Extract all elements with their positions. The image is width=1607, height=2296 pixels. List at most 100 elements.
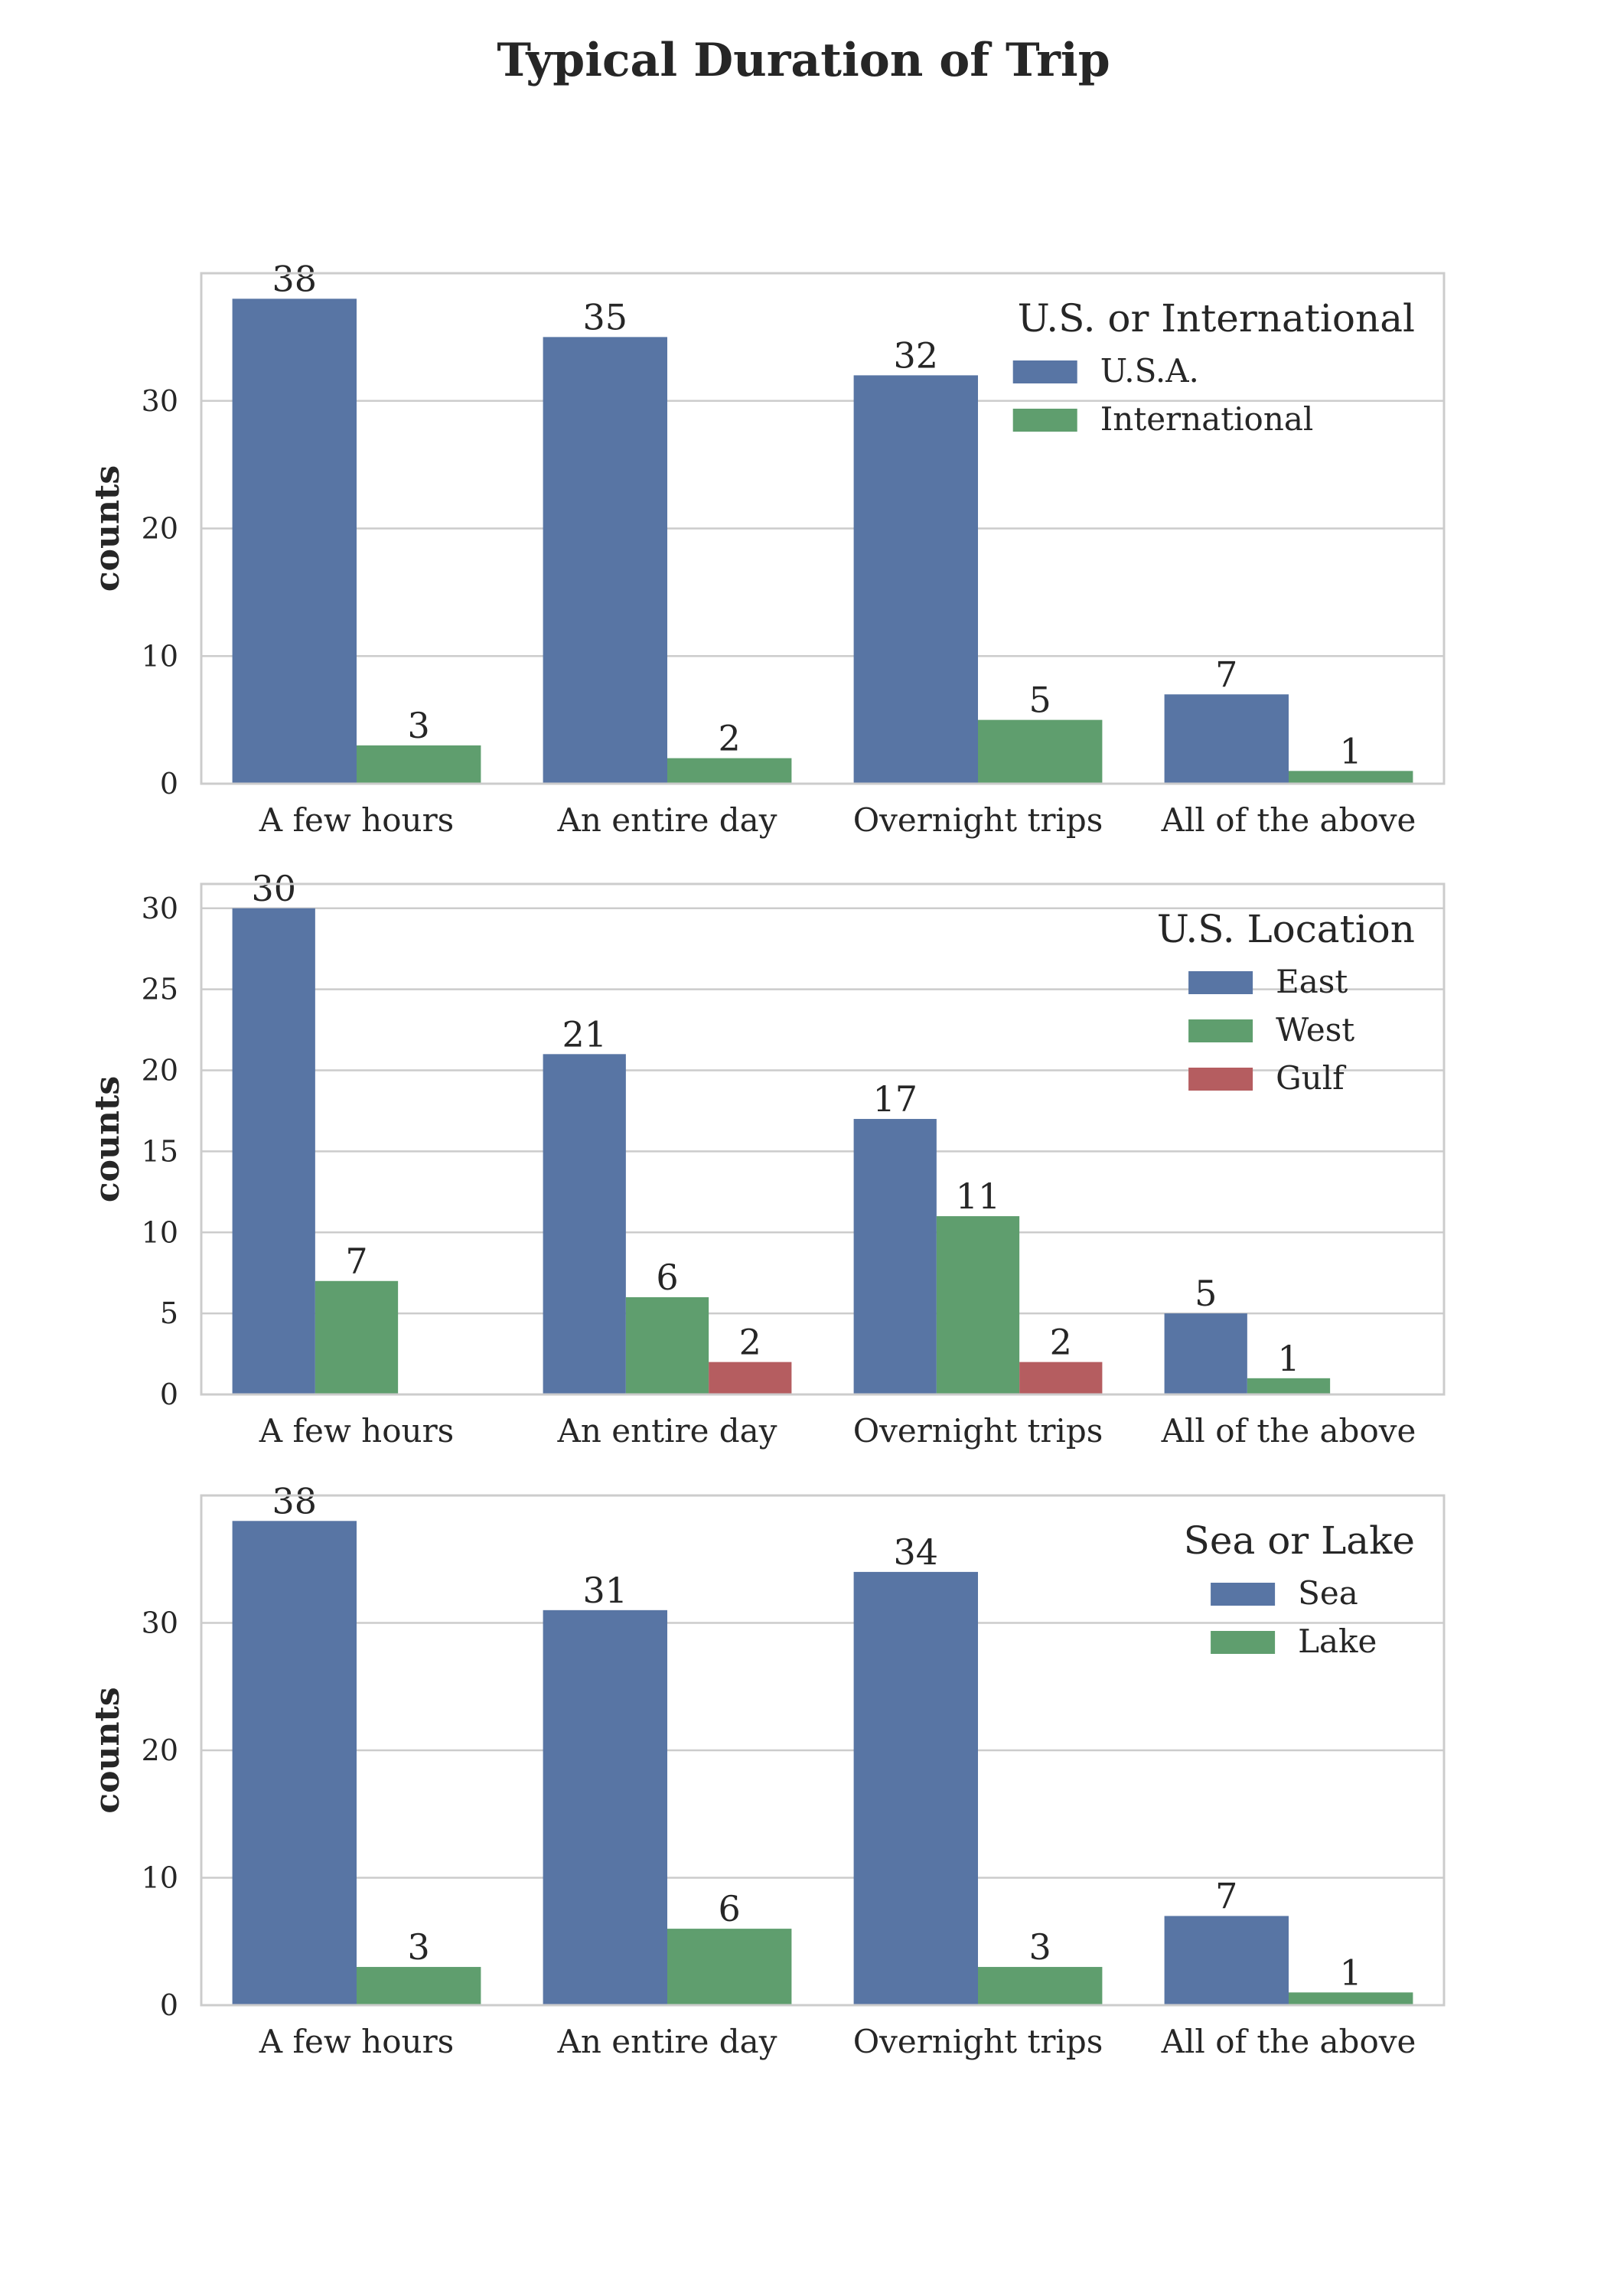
y-tick-label: 30	[142, 384, 178, 418]
x-tick-label: An entire day	[557, 2023, 777, 2060]
legend-entry-label: West	[1276, 1011, 1354, 1049]
y-tick-label: 10	[142, 639, 178, 673]
bar	[232, 298, 357, 784]
legend: Sea or Lake Sea Lake	[1184, 1518, 1415, 1660]
y-tick-label: 20	[142, 1054, 178, 1088]
bar-value-label: 6	[656, 1257, 678, 1298]
bar-value-label: 35	[583, 296, 628, 338]
legend-swatch	[1188, 1019, 1253, 1042]
bar	[667, 1929, 792, 2005]
y-tick-label: 20	[142, 512, 178, 546]
bar-value-label: 38	[272, 258, 318, 299]
bar-value-label: 11	[956, 1176, 1001, 1217]
legend: U.S. or International U.S.A. International	[1012, 296, 1415, 438]
bar-value-label: 3	[1029, 1926, 1051, 1968]
y-tick-label: 25	[142, 973, 178, 1006]
bar-value-label: 2	[1050, 1322, 1072, 1363]
x-tick-label: Overnight trips	[853, 2023, 1103, 2060]
bar	[853, 1119, 937, 1394]
bar-value-label: 2	[719, 718, 741, 759]
bar	[853, 1571, 978, 2005]
bar-value-label: 7	[1215, 654, 1237, 695]
bar	[1164, 1313, 1247, 1394]
legend-swatch	[1211, 1583, 1276, 1606]
bar-value-label: 30	[251, 868, 296, 909]
bar-value-label: 38	[272, 1480, 318, 1521]
legend-swatch	[1012, 409, 1077, 432]
bar-value-label: 2	[739, 1322, 761, 1363]
bar-value-label: 31	[583, 1570, 628, 1611]
plot-frame	[200, 272, 1446, 785]
legend-title: U.S. Location	[1157, 907, 1415, 951]
bar	[543, 1054, 626, 1394]
x-tick-label: An entire day	[557, 1412, 777, 1450]
bar	[625, 1296, 709, 1394]
y-tick-label: 20	[142, 1733, 178, 1767]
y-axis-label: counts	[88, 1076, 127, 1202]
y-tick-label: 5	[160, 1296, 178, 1330]
bar-value-label: 7	[1215, 1875, 1237, 1916]
legend-entry-label: East	[1276, 963, 1348, 1000]
bar	[853, 375, 978, 784]
y-tick-label: 10	[142, 1861, 178, 1895]
bar-value-label: 21	[562, 1013, 607, 1055]
bar-value-label: 3	[408, 1926, 430, 1968]
bar	[709, 1362, 792, 1394]
y-axis-label: counts	[88, 1687, 127, 1813]
bar	[543, 337, 667, 784]
y-axis-label: counts	[88, 465, 127, 592]
bar	[1247, 1378, 1331, 1394]
legend-entry-label: Lake	[1298, 1623, 1377, 1660]
legend-swatch	[1211, 1631, 1276, 1654]
x-tick-label: An entire day	[557, 801, 777, 839]
bar	[232, 908, 315, 1394]
x-tick-label: All of the above	[1161, 1412, 1416, 1450]
bar-value-label: 7	[345, 1241, 367, 1282]
x-tick-label: Overnight trips	[853, 801, 1103, 839]
bar	[1289, 771, 1413, 784]
bar	[667, 758, 792, 784]
bar	[1164, 694, 1289, 784]
y-tick-label: 0	[160, 1988, 178, 2022]
legend: U.S. Location East West Gulf	[1157, 907, 1415, 1097]
bar-value-label: 6	[719, 1888, 741, 1929]
bar-value-label: 32	[894, 334, 939, 376]
plot-frame	[200, 1494, 1446, 2007]
legend-title: U.S. or International	[1018, 296, 1415, 341]
figure-title: Typical Duration of Trip	[497, 34, 1110, 87]
bar-value-label: 3	[408, 705, 430, 746]
legend-entry-label: U.S.A.	[1100, 352, 1199, 390]
bar	[978, 719, 1103, 784]
legend-entry-label: Sea	[1298, 1574, 1358, 1612]
y-tick-label: 10	[142, 1215, 178, 1249]
bar	[936, 1216, 1020, 1394]
x-tick-label: A few hours	[259, 1412, 454, 1450]
legend-swatch	[1188, 1068, 1253, 1091]
x-tick-label: All of the above	[1161, 801, 1416, 839]
legend-title: Sea or Lake	[1184, 1518, 1415, 1563]
bar	[1019, 1362, 1103, 1394]
legend-entry-label: Gulf	[1276, 1059, 1347, 1097]
y-tick-label: 15	[142, 1134, 178, 1168]
bar-value-label: 17	[872, 1078, 918, 1120]
legend-entry-label: International	[1100, 400, 1314, 438]
bar	[978, 1967, 1103, 2005]
bar-value-label: 1	[1340, 730, 1362, 771]
x-tick-label: Overnight trips	[853, 1412, 1103, 1450]
bar-value-label: 1	[1340, 1952, 1362, 1993]
y-tick-label: 0	[160, 767, 178, 801]
bar	[232, 1521, 357, 2005]
bar	[357, 1967, 481, 2005]
bar	[315, 1280, 399, 1394]
bar	[543, 1609, 667, 2005]
y-tick-label: 30	[142, 1606, 178, 1640]
x-tick-label: All of the above	[1161, 2023, 1416, 2060]
bar-value-label: 1	[1277, 1338, 1299, 1379]
x-tick-label: A few hours	[259, 801, 454, 839]
bar	[357, 745, 481, 784]
bar	[1164, 1916, 1289, 2005]
